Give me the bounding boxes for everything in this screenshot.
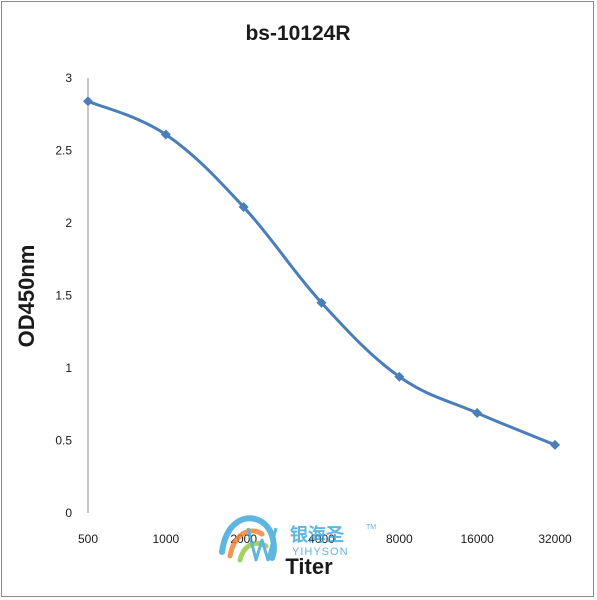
x-tick-label: 500 bbox=[78, 532, 98, 546]
data-point-marker bbox=[550, 439, 560, 450]
data-markers bbox=[83, 96, 560, 450]
y-tick-label: 1.5 bbox=[55, 289, 72, 303]
y-tick-label: 0.5 bbox=[55, 434, 72, 448]
data-point-marker bbox=[83, 96, 93, 107]
x-tick-label: 4000 bbox=[308, 532, 335, 546]
data-point-marker bbox=[238, 202, 249, 213]
data-point-marker bbox=[316, 297, 327, 308]
x-tick-label: 16000 bbox=[460, 532, 494, 546]
chart-title: bs-10124R bbox=[245, 22, 350, 45]
watermark-tm-text: TM bbox=[366, 524, 376, 531]
y-tick-label: 1 bbox=[65, 361, 72, 375]
data-point-marker bbox=[472, 407, 483, 418]
data-point-marker bbox=[394, 371, 405, 382]
y-tick-label: 2.5 bbox=[55, 144, 72, 158]
series-line bbox=[86, 99, 557, 447]
data-point-marker bbox=[160, 129, 171, 140]
yihyson-watermark-logo: 银海圣 TM YIHYSON bbox=[219, 515, 376, 563]
watermark-en-text: YIHYSON bbox=[292, 546, 349, 558]
x-tick-label: 1000 bbox=[152, 532, 179, 546]
wave-logo-icon bbox=[219, 515, 278, 563]
y-axis-label: OD450nm bbox=[14, 245, 39, 348]
watermark-cn-text: 银海圣 bbox=[290, 524, 345, 545]
y-tick-label: 0 bbox=[65, 506, 72, 520]
x-axis-label: Titer bbox=[285, 554, 333, 579]
x-tick-label: 8000 bbox=[386, 532, 413, 546]
x-tick-label: 32000 bbox=[538, 532, 572, 546]
y-tick-label: 3 bbox=[65, 71, 72, 85]
y-tick-labels: 0 0.5 1 1.5 2 2.5 3 bbox=[55, 71, 72, 520]
y-tick-label: 2 bbox=[65, 216, 72, 230]
